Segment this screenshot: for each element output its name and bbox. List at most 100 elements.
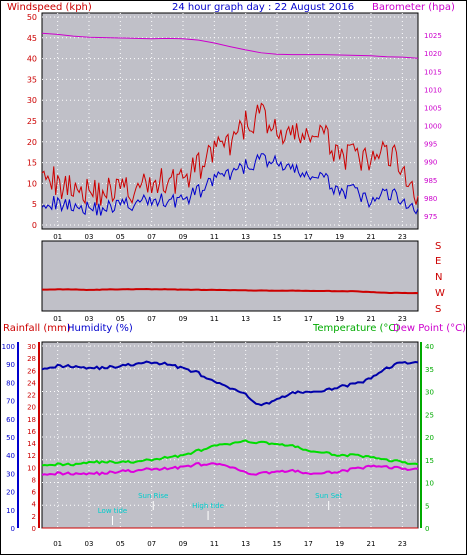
temperature-tick-label: 15: [425, 457, 434, 465]
windspeed-tick-label: 45: [27, 34, 37, 43]
humidity-tick-label: 80: [6, 379, 15, 387]
wind-direction-line: [41, 288, 419, 295]
direction-label-w: W: [435, 288, 445, 299]
windspeed-tick-label: 35: [27, 75, 37, 84]
barometer-tick-label: 995: [424, 141, 437, 149]
time-tick-label: 05: [116, 540, 125, 548]
barometer-tick-label: 990: [424, 159, 437, 167]
time-tick-label: 23: [398, 233, 407, 241]
humidity-tick-label: 90: [6, 361, 15, 369]
direction-plot-area: [41, 240, 419, 312]
time-tick-label: 21: [367, 540, 376, 548]
time-tick-label: 09: [179, 315, 188, 323]
temperature-tick-label: 40: [425, 343, 434, 351]
humidity-tick-label: 20: [6, 489, 15, 497]
temperature-line: [41, 439, 419, 467]
barometer-tick-label: 1020: [424, 50, 442, 58]
time-tick-label: 09: [179, 233, 188, 241]
rainfall-tick-label: 10: [27, 464, 36, 472]
time-tick-label: 13: [241, 540, 250, 548]
barometer-tick-label: 975: [424, 213, 437, 221]
rainfall-tick-label: 2: [32, 513, 36, 521]
time-tick-label: 01: [53, 233, 62, 241]
humidity-tick-label: 30: [6, 470, 15, 478]
time-tick-label: 23: [398, 540, 407, 548]
direction-label-n: N: [435, 272, 442, 283]
windspeed-tick-label: 10: [27, 179, 37, 188]
wind-max-line: [41, 102, 419, 206]
rainfall-tick-label: 28: [27, 355, 36, 363]
rainfall-tick-label: 22: [27, 392, 36, 400]
windspeed-header: Windspeed (kph): [7, 2, 92, 13]
humidity-tick-label: 0: [11, 525, 15, 533]
windspeed-tick-label: 5: [32, 200, 37, 209]
windspeed-tick-label: 50: [27, 13, 37, 22]
temperature-header: Temperature (°C): [312, 323, 399, 334]
rainfall-tick-label: 12: [27, 452, 36, 460]
rainfall-tick-label: 20: [27, 404, 36, 412]
barometer-tick-label: 1005: [424, 104, 442, 112]
time-tick-label: 03: [85, 233, 94, 241]
humidity-tick-label: 40: [6, 452, 15, 460]
event-marker-label: Sun Set: [315, 492, 342, 500]
event-marker-label: High tide: [192, 502, 224, 510]
dewpoint-line: [41, 461, 419, 476]
time-tick-label: 19: [335, 233, 344, 241]
rainfall-tick-label: 30: [27, 343, 36, 351]
time-tick-label: 17: [304, 315, 313, 323]
temperature-tick-label: 10: [425, 480, 434, 488]
barometer-tick-label: 1025: [424, 32, 442, 40]
rainfall-tick-label: 8: [32, 476, 36, 484]
windspeed-tick-label: 20: [27, 138, 37, 147]
humidity-tick-label: 50: [6, 434, 15, 442]
time-tick-label: 01: [53, 315, 62, 323]
time-tick-label: 15: [273, 540, 282, 548]
barometer-tick-label: 985: [424, 177, 437, 185]
rainfall-tick-label: 16: [27, 428, 36, 436]
dewpoint-header: Dew Point (°C): [393, 323, 466, 334]
time-tick-label: 07: [147, 540, 156, 548]
rainfall-header: Rainfall (mm): [3, 323, 71, 334]
wind-average-line: [41, 153, 419, 216]
time-tick-label: 17: [304, 233, 313, 241]
humidity-tick-label: 70: [6, 398, 15, 406]
rainfall-tick-label: 14: [27, 440, 36, 448]
time-tick-label: 07: [147, 233, 156, 241]
time-tick-label: 11: [210, 233, 219, 241]
time-tick-label: 05: [116, 233, 125, 241]
time-tick-label: 15: [273, 233, 282, 241]
temperature-tick-label: 25: [425, 411, 434, 419]
time-tick-label: 03: [85, 540, 94, 548]
time-tick-label: 15: [273, 315, 282, 323]
time-tick-label: 13: [241, 315, 250, 323]
time-tick-label: 23: [398, 315, 407, 323]
event-marker-label: Sun Rise: [138, 492, 168, 500]
windspeed-tick-label: 40: [27, 55, 37, 64]
barometer-line: [41, 32, 419, 59]
time-tick-label: 11: [210, 540, 219, 548]
barometer-tick-label: 1000: [424, 123, 442, 131]
direction-label-s-top: S: [435, 241, 441, 252]
time-tick-label: 05: [116, 315, 125, 323]
rainfall-tick-label: 18: [27, 416, 36, 424]
humidity-line: [41, 360, 419, 407]
windspeed-tick-label: 15: [27, 159, 37, 168]
humidity-tick-label: 60: [6, 416, 15, 424]
barometer-tick-label: 1010: [424, 86, 442, 94]
time-tick-label: 03: [85, 315, 94, 323]
temperature-tick-label: 0: [425, 525, 429, 533]
time-tick-label: 13: [241, 233, 250, 241]
temperature-tick-label: 35: [425, 366, 434, 374]
time-tick-label: 11: [210, 315, 219, 323]
time-tick-label: 17: [304, 540, 313, 548]
event-marker-label: Low tide: [98, 507, 127, 515]
windspeed-tick-label: 30: [27, 96, 37, 105]
time-tick-label: 07: [147, 315, 156, 323]
barometer-header: Barometer (hpa): [372, 2, 455, 13]
rainfall-tick-label: 6: [32, 489, 37, 497]
direction-label-s-bottom: S: [435, 304, 441, 315]
humidity-header: Humidity (%): [67, 323, 133, 334]
rainfall-tick-label: 26: [27, 367, 36, 375]
windspeed-tick-label: 0: [32, 221, 37, 230]
